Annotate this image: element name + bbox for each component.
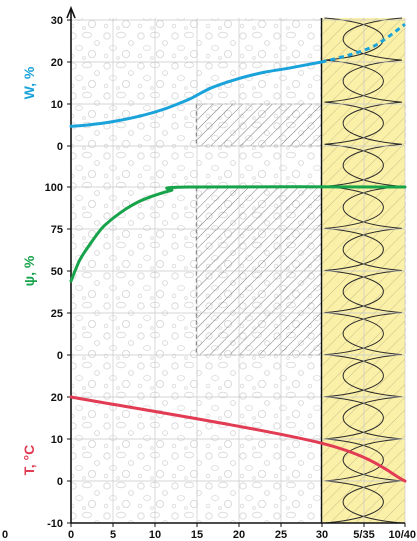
ytick-label-T: 10: [51, 434, 63, 446]
xtick-label: 20: [233, 529, 245, 541]
ytick-label-W: 30: [51, 15, 63, 27]
ytick-label-psi: 100: [45, 182, 63, 194]
ytick-label-W: 20: [51, 57, 63, 69]
ylabel-psi: ψ, %: [21, 255, 37, 286]
xtick-label: 10/40: [388, 529, 416, 541]
left-edge-label: 0: [2, 529, 8, 541]
xtick-label: 15: [191, 529, 203, 541]
ytick-label-T: -10: [47, 518, 63, 530]
series-line-T: [69, 395, 407, 483]
y-axis-arrow: [66, 5, 76, 19]
ylabel-W: W, %: [21, 66, 37, 99]
ylabel-T: T, °C: [21, 445, 37, 476]
ytick-label-T: 0: [57, 476, 63, 488]
ytick-label-psi: 25: [51, 308, 63, 320]
ytick-label-psi: 75: [51, 224, 63, 236]
xtick-label: 30: [316, 529, 328, 541]
ytick-label-psi: 50: [51, 266, 63, 278]
xtick-label: 0: [68, 529, 74, 541]
xtick-label: 10: [149, 529, 161, 541]
series-line-psi: [69, 185, 407, 283]
xtick-label: 5/35: [353, 529, 374, 541]
hatched-region-W: [196, 104, 322, 146]
ytick-label-psi: 0: [57, 350, 63, 362]
series-line-W: [69, 60, 323, 128]
xtick-label: 25: [275, 529, 287, 541]
ytick-label-W: 10: [51, 99, 63, 111]
ytick-label-T: 20: [51, 392, 63, 404]
xtick-label: 5: [110, 529, 116, 541]
ytick-label-W: 0: [57, 141, 63, 153]
